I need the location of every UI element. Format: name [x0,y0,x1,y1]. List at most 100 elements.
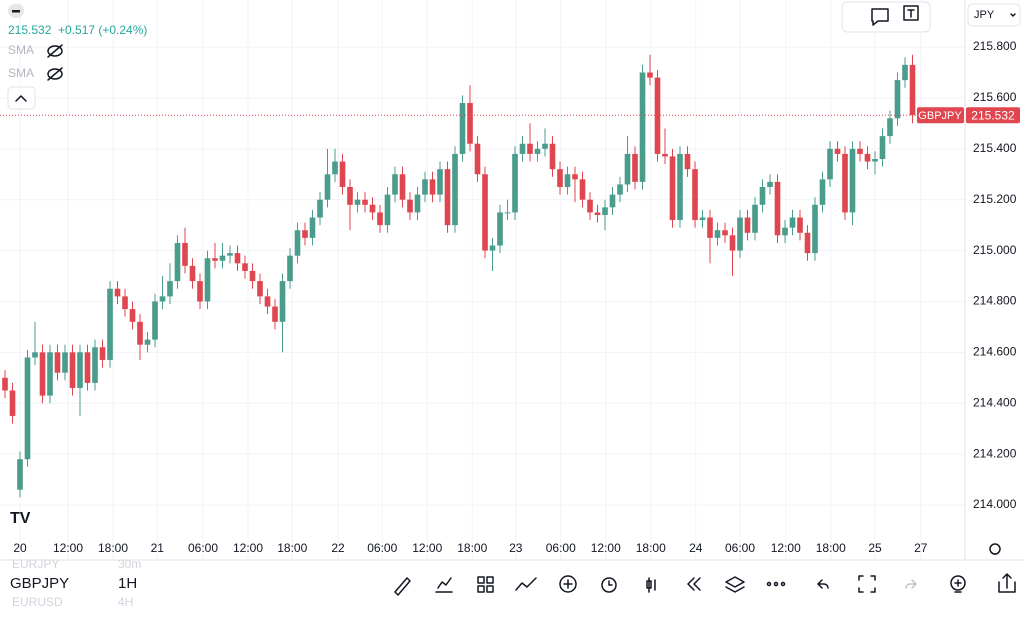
interval[interactable]: 1H [118,575,137,592]
comment-icon[interactable] [871,8,889,26]
candle-body [414,194,421,213]
y-tick-label: 215.600 [973,90,1017,104]
recent-symbol[interactable]: EURUSD [12,595,63,609]
candle-body [864,153,871,162]
candle-body [294,230,301,256]
text-icon[interactable] [903,5,919,21]
candle-body [857,148,863,154]
hide-icon[interactable] [47,67,63,81]
candle-body [609,194,616,208]
symbol-tag-label: GBPJPY [918,110,962,122]
candle-body [287,255,293,282]
candle-body [392,174,398,195]
candle-body [339,161,346,187]
candle-body [759,186,766,205]
logo: TV [10,510,31,527]
y-tick-label: 215.000 [973,243,1017,257]
expand-button[interactable] [7,86,36,110]
x-tick-label: 18:00 [636,541,666,555]
candle-body [152,301,158,340]
recent-symbol[interactable]: EURJPY [12,557,59,571]
candle-body [639,72,646,182]
x-tick-label: 20 [13,541,27,555]
candle-body [444,169,451,226]
candle-body [99,347,106,360]
x-tick-label: 27 [914,541,928,555]
candle-body [752,204,758,233]
candle-body [549,143,556,170]
candle-body [692,169,698,221]
candle-body [519,143,526,154]
candle-body [842,153,848,213]
candle-body [767,181,773,187]
candle-body [737,217,743,251]
candle-body [489,245,496,251]
candle-body [542,143,548,149]
candle-body [69,352,76,388]
candle-body [429,179,436,195]
candle-body [797,217,803,233]
candle-body [347,186,353,205]
symbol-tag [917,107,964,124]
y-tick-label: 215.800 [973,39,1017,53]
y-tick-label: 214.400 [973,395,1017,409]
header-price: 215.532 [8,23,52,37]
tool-icons[interactable] [394,573,1016,596]
x-tick-label: 18:00 [816,541,846,555]
legend: 215.532 +0.517 (+0.24%) SMA SMA [7,4,147,110]
candle-body [369,204,376,213]
candle-body [62,352,68,373]
candle-body [782,227,788,236]
candle-body [114,288,121,297]
candle-body [662,153,668,157]
candle-body [789,217,796,228]
hide-icon[interactable] [47,44,63,58]
y-tick-label: 214.800 [973,294,1017,308]
y-tick-label: 214.000 [973,497,1017,511]
x-tick-label: 12:00 [771,541,801,555]
candle-body [137,321,143,345]
x-tick-label: 06:00 [725,541,755,555]
candle-body [699,217,706,221]
candle-body [564,174,571,187]
indicator: SMA [8,43,34,57]
settings-icon[interactable] [989,543,1001,555]
candle-body [624,153,631,185]
x-tick-label: 18:00 [277,541,307,555]
candle-body [77,352,83,388]
candle-body [197,281,203,302]
currency: JPY [974,9,995,21]
x-tick-label: 12:00 [53,541,83,555]
candle-body [234,253,241,264]
candle-body [437,169,443,195]
symbol[interactable]: GBPJPY [10,575,69,592]
candle-body [632,153,638,182]
header-change: +0.517 (+0.24%) [58,23,147,37]
x-tick-label: 22 [331,541,345,555]
candle-body [909,64,916,116]
candle-body [47,352,53,396]
price-tag-label: 215.532 [971,108,1015,122]
candle-body [744,217,751,233]
candle-body [122,296,128,310]
icon [15,95,27,102]
candle-body [279,281,286,322]
candle-body [129,309,136,322]
icon [12,10,20,13]
candle-body [32,352,38,358]
x-tick-label: 12:00 [233,541,263,555]
candle-body [654,77,661,154]
candle-body [594,212,601,215]
candle-body [834,148,841,154]
candle-body [849,148,856,213]
candle-body [804,232,811,254]
candle-body [617,184,623,195]
candle-body [159,296,166,302]
candle-body [512,153,518,213]
currency-select[interactable] [967,3,1021,27]
candle-body [677,153,683,221]
candle-body [227,253,233,256]
y-tick-label: 214.600 [973,345,1017,359]
candle-body [264,296,271,307]
